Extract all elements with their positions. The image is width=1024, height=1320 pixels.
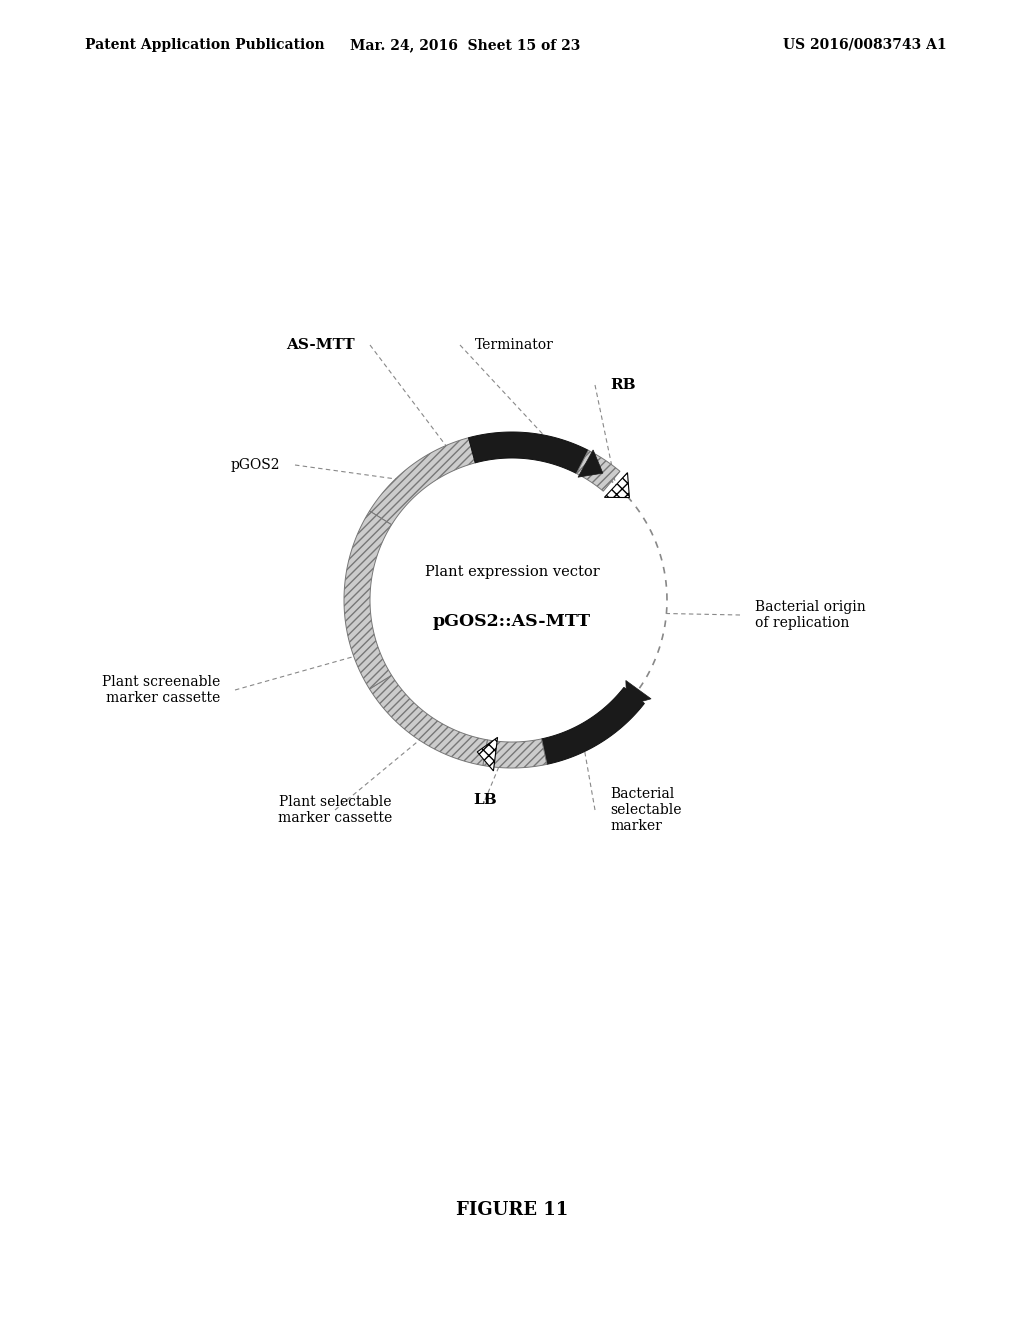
Text: Plant selectable
marker cassette: Plant selectable marker cassette [278, 795, 392, 825]
Polygon shape [604, 473, 630, 498]
Polygon shape [542, 688, 644, 764]
Text: Plant screenable
marker cassette: Plant screenable marker cassette [101, 675, 220, 705]
Text: Patent Application Publication: Patent Application Publication [85, 38, 325, 51]
Polygon shape [577, 450, 620, 491]
Text: Mar. 24, 2016  Sheet 15 of 23: Mar. 24, 2016 Sheet 15 of 23 [350, 38, 581, 51]
Text: LB: LB [473, 793, 497, 807]
Text: US 2016/0083743 A1: US 2016/0083743 A1 [783, 38, 947, 51]
Polygon shape [469, 432, 588, 474]
Polygon shape [344, 511, 391, 689]
Polygon shape [370, 438, 475, 525]
Polygon shape [483, 739, 547, 768]
Polygon shape [626, 681, 651, 706]
Text: pGOS2: pGOS2 [230, 458, 280, 473]
Text: Terminator: Terminator [475, 338, 554, 352]
Text: Bacterial origin
of replication: Bacterial origin of replication [755, 599, 865, 630]
Polygon shape [370, 676, 487, 766]
Text: AS-MTT: AS-MTT [287, 338, 355, 352]
Polygon shape [477, 738, 498, 771]
Text: RB: RB [610, 378, 636, 392]
Text: Bacterial
selectable
marker: Bacterial selectable marker [610, 787, 682, 833]
Text: pGOS2::AS-MTT: pGOS2::AS-MTT [433, 614, 591, 631]
Polygon shape [578, 450, 603, 478]
Text: Plant expression vector: Plant expression vector [425, 565, 599, 579]
Text: FIGURE 11: FIGURE 11 [456, 1201, 568, 1218]
